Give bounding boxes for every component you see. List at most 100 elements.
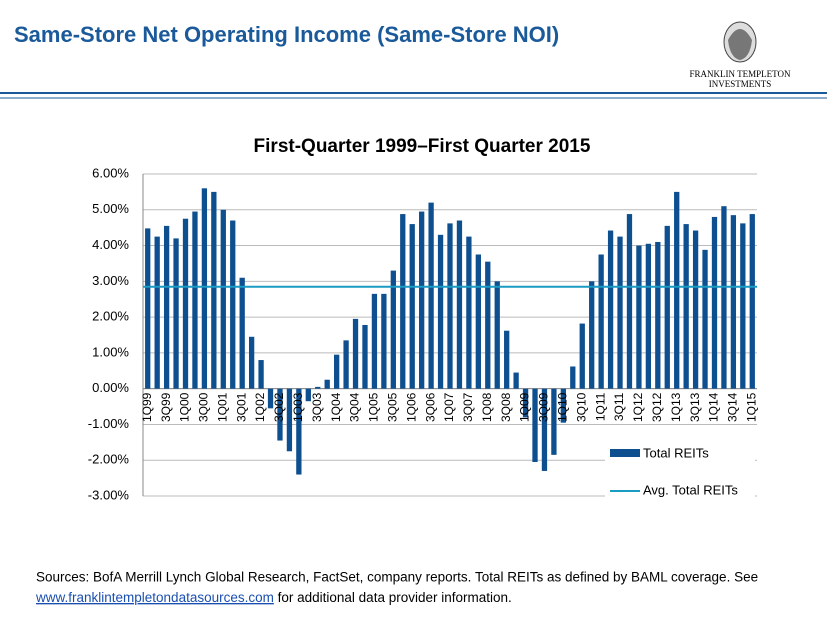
footer-link[interactable]: www.franklintempletondatasources.com	[35, 590, 274, 605]
y-tick-label: 3.00%	[92, 273, 129, 288]
x-tick-label: 1Q99	[140, 392, 154, 422]
y-tick-label: 6.00%	[92, 165, 129, 180]
bar	[560, 388, 566, 423]
bar	[466, 236, 472, 389]
x-tick-label: 1Q00	[178, 392, 192, 422]
y-tick-label: 0.00%	[92, 380, 129, 395]
y-tick-label: -3.00%	[88, 487, 130, 502]
x-tick-label: 1Q11	[593, 392, 607, 421]
bar	[513, 372, 519, 389]
bar	[607, 230, 614, 389]
bar	[390, 270, 396, 389]
bar	[541, 388, 548, 471]
bar	[674, 191, 680, 389]
x-tick-label: 3Q07	[461, 392, 475, 422]
x-tick-label: 3Q06	[423, 392, 437, 422]
bar	[655, 241, 661, 389]
bar	[437, 234, 444, 389]
x-tick-label: 3Q05	[385, 392, 399, 422]
plot: -3.00% -2.00% -1.00% 0.00% 1.00% 2.00% 3.00% 4.…	[88, 165, 758, 505]
bar	[362, 324, 368, 389]
bar	[296, 388, 302, 475]
bar	[352, 318, 359, 389]
bar	[522, 388, 529, 418]
slide-title: Same-Store Net Operating Income (Same-St…	[14, 22, 559, 47]
bar	[163, 225, 170, 389]
bar	[182, 218, 189, 389]
bar	[711, 216, 718, 389]
bar	[504, 330, 510, 389]
x-tick-label: 1Q05	[367, 392, 381, 422]
legend-label: Avg. Total REITs	[643, 482, 738, 497]
bar	[305, 388, 311, 402]
x-tick-label: 3Q08	[499, 392, 513, 422]
bar	[381, 293, 387, 389]
x-tick-label: 3Q04	[348, 392, 362, 422]
bar	[201, 188, 208, 389]
bar	[598, 254, 604, 389]
bar	[579, 323, 585, 389]
x-tick-label: 1Q12	[631, 392, 645, 422]
bar	[551, 388, 557, 455]
bar	[664, 225, 670, 389]
x-tick-label: 3Q00	[197, 392, 211, 422]
bar	[683, 224, 689, 389]
x-tick-label: 3Q03	[310, 392, 324, 422]
chart-title: First-Quarter 1999–First Quarter 2015	[254, 136, 591, 157]
x-tick-label: 1Q03	[291, 392, 305, 422]
bar	[702, 249, 708, 389]
x-tick-label: 3Q01	[234, 392, 248, 422]
bar	[749, 214, 755, 389]
bar	[428, 202, 434, 389]
x-tick-label: 1Q06	[404, 392, 418, 422]
bar	[740, 223, 746, 389]
x-tick-label: 3Q12	[650, 392, 664, 422]
bar	[485, 261, 491, 389]
y-tick-label: 2.00%	[92, 309, 129, 324]
x-tick-label: 3Q09	[537, 392, 551, 422]
y-tick-label: 1.00%	[92, 344, 129, 359]
x-tick-label: 1Q10	[556, 392, 570, 422]
bar	[475, 254, 481, 389]
bar	[447, 223, 453, 389]
bar	[343, 340, 349, 389]
bar	[334, 354, 340, 389]
bar	[419, 211, 425, 389]
x-tick-label: 1Q14	[707, 392, 721, 422]
x-tick-label: 1Q08	[480, 392, 494, 422]
bar	[324, 379, 330, 389]
bar	[192, 211, 198, 389]
bar	[730, 215, 737, 389]
y-tick-label: 4.00%	[92, 237, 129, 252]
y-tick-label: -2.00%	[88, 452, 130, 467]
bar	[692, 230, 699, 389]
bar	[626, 214, 633, 389]
bar	[315, 386, 321, 389]
legend-label: Total REITs	[643, 445, 709, 460]
y-tick-label: -1.00%	[88, 416, 130, 431]
bar	[721, 206, 727, 389]
x-tick-label: 3Q10	[574, 392, 588, 422]
bar	[239, 277, 245, 389]
footer-text: for additional data provider information…	[278, 590, 512, 605]
bar	[286, 388, 293, 452]
x-tick-label: 1Q07	[442, 392, 456, 422]
x-tick-label: 1Q13	[669, 392, 683, 422]
bar	[371, 293, 378, 389]
x-tick-label: 3Q14	[726, 392, 740, 422]
bar	[267, 388, 274, 409]
bar	[532, 388, 538, 463]
x-tick-label: 1Q02	[253, 392, 267, 422]
bar	[570, 366, 576, 389]
bar	[211, 191, 217, 389]
x-tick-label: 3Q02	[272, 392, 286, 422]
bar	[636, 245, 642, 389]
bar	[248, 336, 255, 389]
x-tick-label: 1Q04	[329, 392, 343, 422]
bar	[494, 281, 500, 389]
legend-swatch	[610, 449, 640, 457]
bar	[456, 220, 463, 389]
x-tick-label: 1Q09	[518, 392, 532, 422]
bar	[220, 209, 226, 389]
